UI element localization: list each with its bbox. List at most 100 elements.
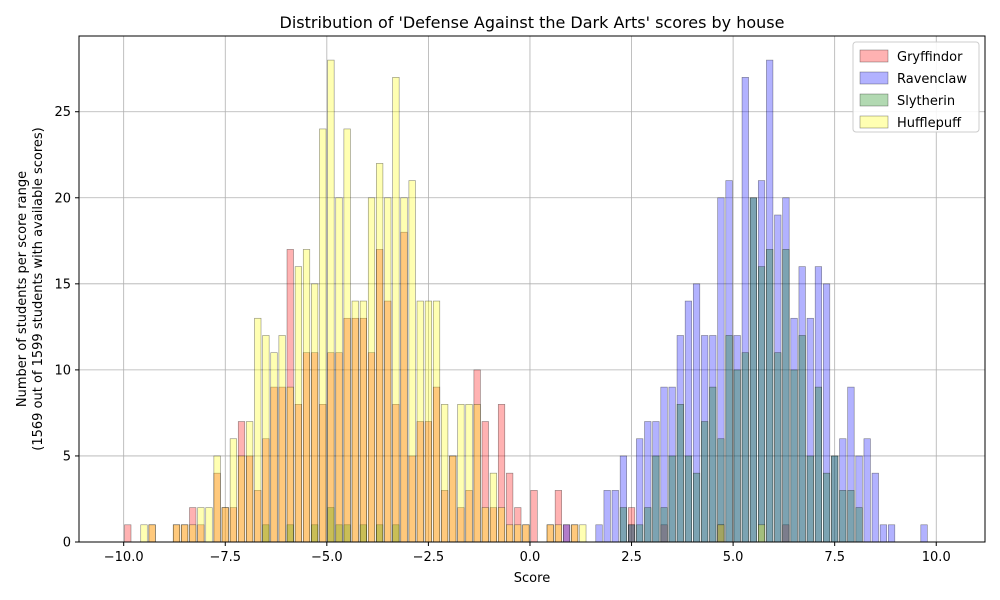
bar	[611, 490, 619, 543]
bar	[709, 386, 717, 543]
legend-swatch-hufflepuff	[859, 115, 889, 129]
bar	[619, 507, 627, 543]
bar	[302, 249, 311, 543]
bar	[384, 197, 392, 543]
bar	[181, 524, 189, 543]
x-tick-label: 2.5	[621, 550, 642, 565]
bar	[506, 524, 514, 543]
legend-swatch-slytherin	[859, 93, 889, 107]
bar-series-hufflepuff	[140, 59, 766, 543]
bar	[806, 455, 814, 543]
bar	[376, 163, 384, 543]
bar	[351, 300, 359, 543]
y-tick-label: 20	[54, 191, 71, 206]
bar	[424, 300, 432, 543]
bar	[213, 455, 221, 543]
bar	[489, 472, 497, 543]
grid	[79, 36, 985, 543]
bar	[879, 524, 887, 543]
y-tick-label: 5	[63, 449, 71, 464]
bar	[270, 352, 278, 543]
bar	[197, 507, 205, 543]
bar	[392, 77, 400, 543]
x-tick-label: 0.0	[520, 550, 541, 565]
bar	[294, 266, 302, 543]
bar	[319, 128, 327, 543]
bar	[692, 472, 701, 543]
bar	[367, 197, 376, 543]
bar	[757, 266, 766, 543]
bar	[766, 249, 774, 543]
bar	[863, 438, 871, 543]
x-tick-label: −10.0	[104, 550, 144, 565]
bar	[652, 455, 660, 543]
bar	[644, 507, 652, 543]
bar	[668, 455, 676, 543]
plot-background	[79, 36, 985, 542]
bar	[603, 490, 611, 543]
bar	[465, 404, 473, 543]
bar	[473, 404, 481, 543]
bar	[286, 386, 294, 543]
bar	[774, 352, 782, 543]
bar	[229, 438, 237, 543]
bars	[124, 59, 928, 543]
x-tick-label: 5.0	[723, 550, 744, 565]
y-axis: 0 5 10 15 20 25	[54, 105, 79, 551]
x-tick-label: 7.5	[824, 550, 845, 565]
bar	[814, 386, 822, 543]
bar	[676, 404, 684, 543]
y-axis-label-line-2: (1569 out of 1599 students with availabl…	[31, 127, 46, 451]
bar	[733, 369, 741, 543]
bar-series-ravenclaw	[562, 59, 928, 543]
bar	[790, 369, 798, 543]
y-axis-label-line-1: Number of students per score range	[15, 171, 30, 407]
bar	[782, 249, 790, 543]
bar	[327, 59, 335, 543]
bar	[741, 352, 749, 543]
bar	[571, 524, 579, 543]
y-tick-label: 25	[54, 105, 71, 120]
x-tick-label: 10.0	[922, 550, 951, 565]
bar	[822, 472, 831, 543]
bar	[757, 524, 766, 543]
bar	[798, 335, 806, 543]
bar-series-gryffindor	[124, 231, 790, 543]
bar	[205, 507, 213, 543]
plot-area: −10.0 −7.5 −5.0 −2.5 0.0 2.5 5.0 7.5 10.0 0 5 10 15…	[54, 35, 986, 565]
legend-swatch-ravenclaw	[859, 71, 889, 85]
bar	[124, 524, 132, 543]
bar	[684, 455, 692, 543]
bar	[343, 128, 351, 543]
y-tick-label: 15	[54, 277, 71, 292]
bar	[701, 421, 709, 543]
bar	[262, 335, 270, 543]
bar	[311, 283, 319, 543]
legend-label-hufflepuff: Hufflepuff	[897, 116, 962, 131]
bar	[920, 524, 928, 543]
bar	[871, 472, 879, 543]
bar	[416, 300, 424, 543]
bar	[717, 524, 725, 543]
y-tick-label: 0	[63, 536, 71, 551]
bar	[839, 490, 847, 543]
legend-swatch-gryffindor	[859, 49, 889, 63]
bar	[847, 490, 855, 543]
bar	[554, 524, 562, 543]
bar	[140, 524, 148, 543]
bar	[887, 524, 896, 543]
bar	[481, 507, 489, 543]
bar	[221, 507, 229, 543]
bar-series-slytherin	[262, 197, 863, 543]
legend-label-gryffindor: Gryffindor	[897, 50, 963, 65]
bar	[449, 455, 457, 543]
bar	[636, 524, 644, 543]
x-axis-label: Score	[514, 571, 550, 586]
bar	[254, 317, 262, 543]
bar	[530, 490, 538, 543]
legend-label-ravenclaw: Ravenclaw	[897, 72, 967, 87]
bar	[189, 524, 197, 543]
bar	[595, 524, 603, 543]
bar	[172, 524, 181, 543]
